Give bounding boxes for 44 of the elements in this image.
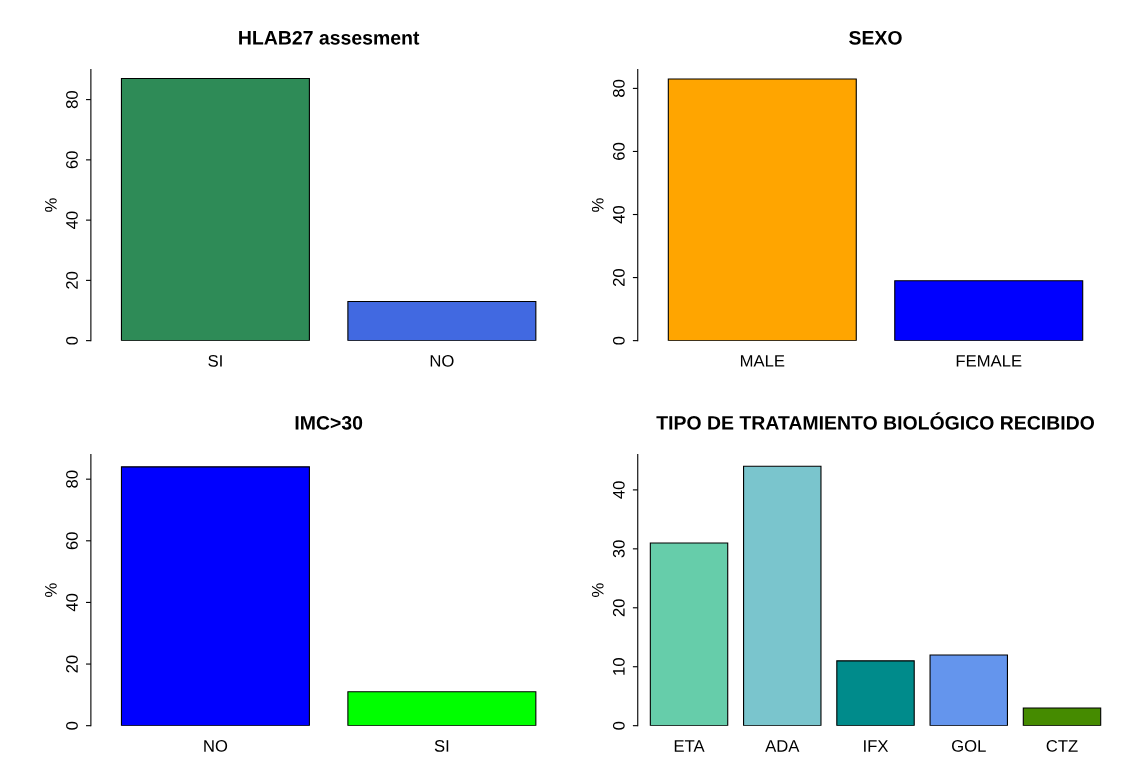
y-axis-title: %: [45, 198, 57, 212]
bar: [649, 542, 729, 726]
y-tick-label: 20: [612, 599, 625, 617]
x-tick-label: IFX: [864, 740, 889, 752]
y-tick-label: 80: [612, 79, 625, 97]
y-tick-label: 0: [66, 721, 78, 730]
chart-title: IMC>30: [295, 415, 363, 430]
y-tick-label: 60: [66, 532, 78, 550]
x-tick-label: CTZ: [1046, 740, 1078, 752]
y-tick-label: 80: [66, 90, 78, 109]
y-tick-label: 40: [66, 211, 78, 230]
x-tick-label: NO: [204, 740, 228, 752]
y-axis-title: %: [591, 583, 604, 597]
x-tick-label: SI: [208, 354, 222, 367]
y-tick-label: 40: [66, 593, 78, 612]
x-tick-label: SI: [434, 740, 449, 752]
y-tick-label: 30: [612, 540, 625, 558]
y-tick-label: 80: [66, 470, 78, 488]
y-tick-label: 0: [612, 721, 625, 730]
x-tick-label: GOL: [952, 740, 986, 752]
x-tick-label: FEMALE: [956, 355, 1022, 367]
y-tick-label: 0: [66, 336, 78, 345]
y-tick-label: 20: [66, 655, 78, 673]
bar: [929, 654, 1009, 726]
chart-title: HLAB27 assesment: [239, 30, 420, 45]
y-tick-label: 40: [612, 481, 625, 499]
y-tick-label: 20: [612, 268, 625, 287]
bar: [1022, 707, 1102, 726]
y-axis-title: %: [45, 583, 57, 597]
chart-title: SEXO: [849, 30, 902, 45]
y-tick-label: 60: [612, 142, 625, 160]
y-tick-label: 0: [612, 336, 625, 345]
x-tick-label: ADA: [765, 740, 800, 752]
y-tick-label: 40: [612, 205, 625, 224]
y-tick-label: 20: [66, 271, 78, 289]
x-tick-label: MALE: [740, 355, 785, 367]
y-axis-title: %: [591, 198, 604, 212]
y-tick-label: 60: [66, 151, 78, 169]
bar: [836, 660, 915, 726]
x-tick-label: NO: [430, 354, 454, 367]
chart-title: TIPO DE TRATAMIENTO BIOLÓGICO RECIBIDO: [656, 412, 1094, 430]
bar: [743, 465, 822, 726]
y-tick-label: 10: [612, 658, 625, 675]
x-tick-label: ETA: [674, 740, 705, 752]
